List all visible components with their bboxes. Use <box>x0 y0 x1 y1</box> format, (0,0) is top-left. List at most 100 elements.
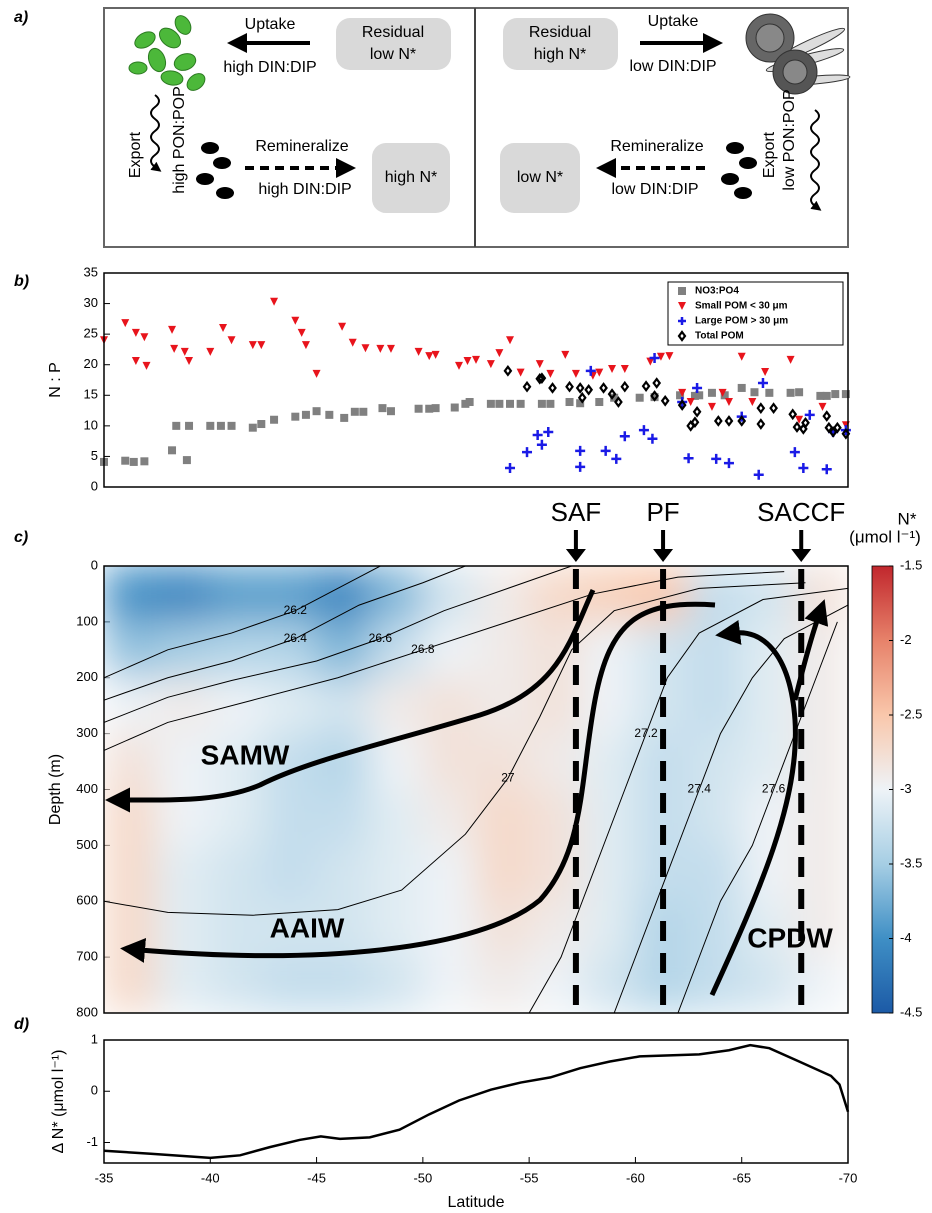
heatmap-cell <box>688 621 743 679</box>
marker <box>348 338 357 347</box>
heatmap-cell <box>369 566 424 623</box>
y-tick-label: 500 <box>76 837 98 852</box>
heatmap-cell <box>422 956 477 1013</box>
front-label: SACCF <box>757 497 845 527</box>
legend-marker <box>678 287 686 295</box>
y-tick-label: 300 <box>76 725 98 740</box>
y-tick-label: 200 <box>76 669 98 684</box>
marker <box>686 398 695 407</box>
heatmap-cell <box>475 733 530 790</box>
marker <box>769 402 778 414</box>
marker <box>532 430 543 441</box>
marker <box>465 398 474 407</box>
marker <box>516 399 525 408</box>
marker <box>340 413 349 422</box>
diagram-text: high DIN:DIP <box>258 181 351 198</box>
marker <box>227 421 236 430</box>
marker <box>219 324 228 333</box>
water-mass-arrows <box>105 588 829 997</box>
water-mass-label: SAMW <box>201 739 290 770</box>
marker <box>546 399 555 408</box>
marker <box>325 410 334 419</box>
contour-label: 27 <box>501 770 515 784</box>
plot-frame <box>103 1039 849 1164</box>
contour-label: 27.6 <box>762 782 786 796</box>
particles <box>721 142 757 199</box>
marker <box>577 391 587 404</box>
heatmap-cell <box>316 677 371 735</box>
y-tick-label: 0 <box>91 557 98 572</box>
marker <box>575 445 586 456</box>
plot-frame <box>103 565 849 1014</box>
marker <box>301 410 310 419</box>
marker <box>737 383 746 392</box>
marker <box>584 383 594 396</box>
series <box>100 297 850 430</box>
panel-label: a) <box>14 9 28 26</box>
marker <box>832 421 842 434</box>
marker <box>575 461 586 472</box>
marker <box>565 380 574 393</box>
diagram-text: high PON:POP <box>171 86 188 194</box>
marker <box>386 407 395 416</box>
panel-label: b) <box>14 273 29 290</box>
colorbar-label: (μmol l⁻¹) <box>849 527 921 546</box>
marker <box>425 404 434 413</box>
heatmap-cell <box>209 621 264 679</box>
marker <box>750 388 759 397</box>
y-tick-label: 20 <box>84 356 98 371</box>
cpdw-arrow <box>709 619 798 997</box>
diagram-text: Uptake <box>648 13 699 30</box>
contour-line <box>104 566 572 723</box>
legend-marker <box>678 302 686 310</box>
heatmap-cell <box>156 733 211 790</box>
heatmap-cell <box>104 677 158 735</box>
marker <box>660 394 670 407</box>
marker <box>359 407 368 416</box>
marker <box>257 420 266 429</box>
heatmap-cell <box>209 956 264 1013</box>
contour-line <box>104 571 785 751</box>
marker <box>756 418 766 430</box>
marker <box>129 457 138 466</box>
marker <box>168 325 177 334</box>
series <box>100 383 850 466</box>
heatmap-cell <box>209 677 264 735</box>
marker <box>227 336 236 345</box>
heatmap-cell <box>475 789 530 846</box>
front-arrowhead <box>791 549 812 562</box>
diagram-text: Export <box>127 131 144 178</box>
marker <box>131 328 140 337</box>
marker <box>821 464 832 475</box>
heatmap-cell <box>581 956 636 1013</box>
heatmap-cell <box>209 900 264 958</box>
marker <box>822 410 832 422</box>
marker <box>431 404 440 413</box>
heatmap-cell <box>156 621 211 679</box>
marker <box>737 415 747 427</box>
marker <box>753 469 764 480</box>
marker <box>297 328 306 337</box>
marker <box>270 297 279 306</box>
data-line <box>103 1043 850 1160</box>
marker <box>678 388 687 397</box>
heatmap-cell <box>262 621 318 679</box>
contour-label: 27.4 <box>688 782 712 796</box>
marker <box>692 405 702 418</box>
marker <box>431 350 440 359</box>
marker <box>676 391 685 400</box>
marker <box>522 380 532 393</box>
marker <box>535 372 545 385</box>
pool-box <box>500 143 580 213</box>
heatmap-cell <box>262 900 318 958</box>
phytoplankton-icon <box>128 15 206 91</box>
colorbar-tick-label: -4.5 <box>900 1004 922 1019</box>
marker <box>425 352 434 361</box>
marker <box>818 402 827 411</box>
heatmap-cell <box>741 733 796 790</box>
diagram-text: low PON:POP <box>781 89 798 190</box>
x-tick-label: -65 <box>732 1170 751 1185</box>
marker <box>301 341 310 350</box>
marker <box>757 378 768 389</box>
marker <box>121 319 130 328</box>
